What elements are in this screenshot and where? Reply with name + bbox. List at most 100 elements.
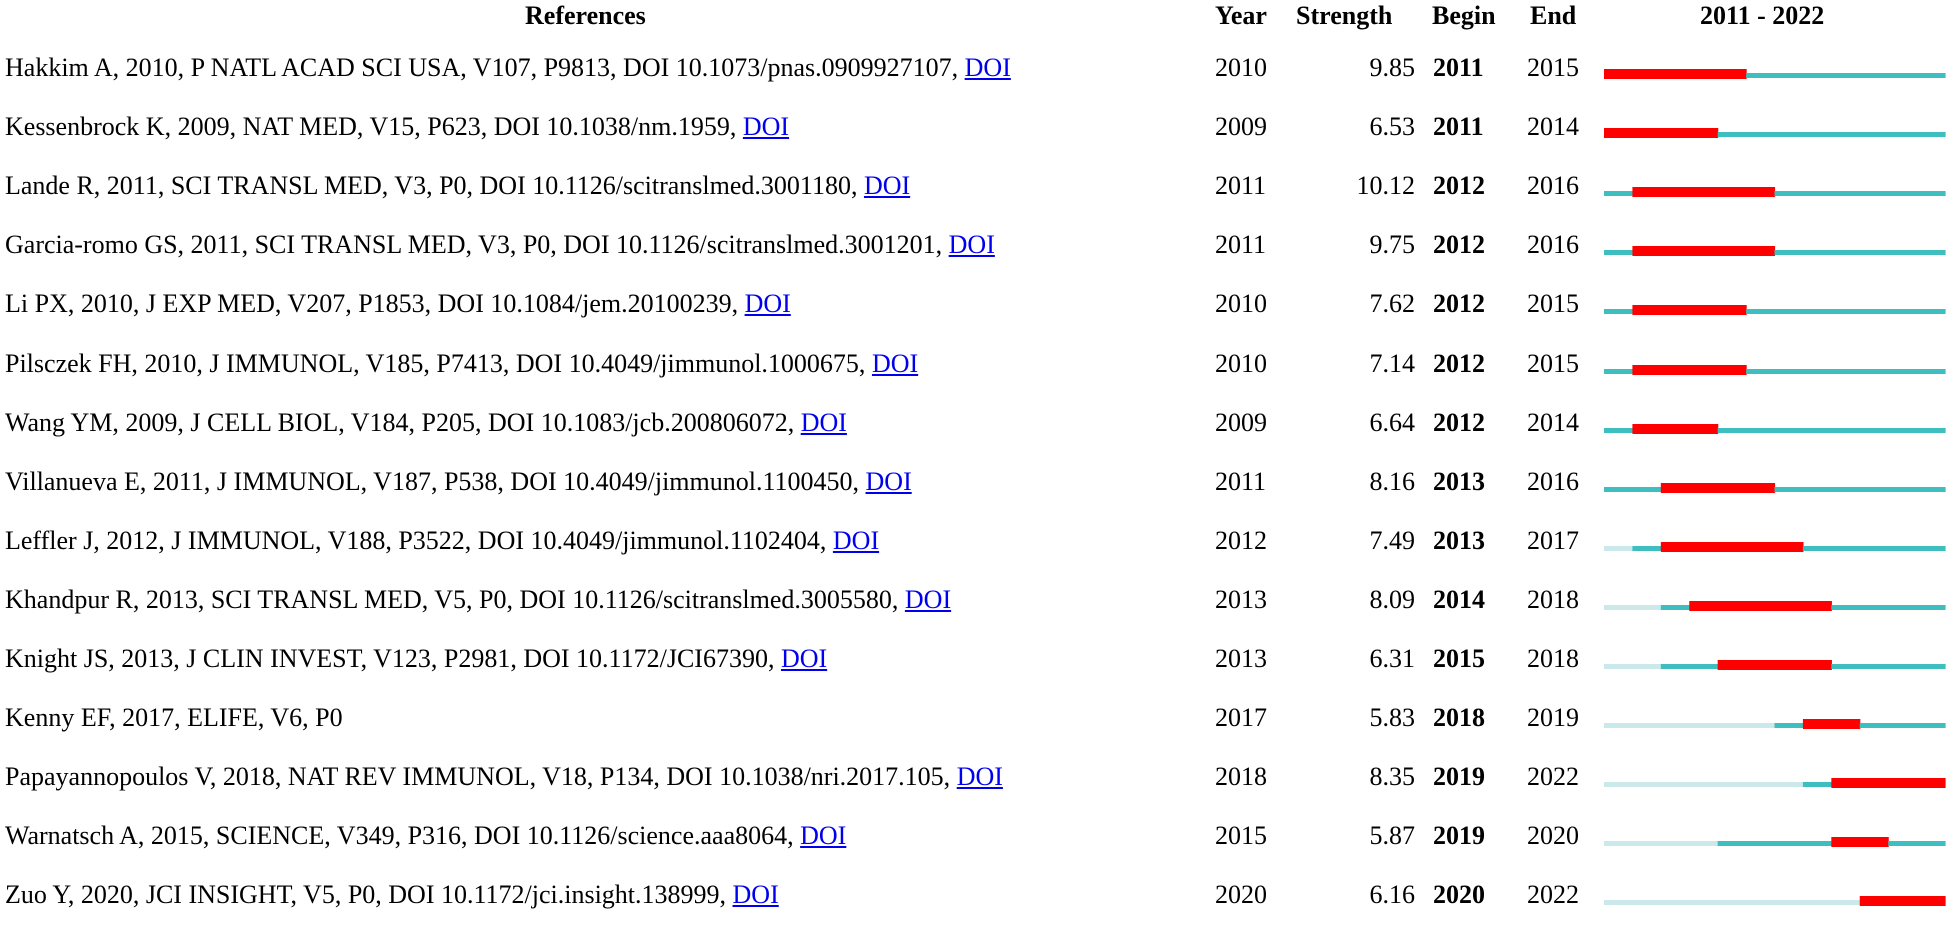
table-row: Li PX, 2010, J EXP MED, V207, P1853, DOI… — [0, 289, 1949, 348]
reference-cell: Pilsczek FH, 2010, J IMMUNOL, V185, P741… — [5, 349, 918, 379]
active-segment — [1802, 368, 1832, 374]
burst-timeline — [1604, 69, 1946, 79]
reference-cell: Leffler J, 2012, J IMMUNOL, V188, P3522,… — [5, 526, 879, 556]
doi-link[interactable]: DOI — [780, 644, 828, 673]
strength-cell: 7.49 — [1369, 525, 1416, 555]
inactive-segment — [1632, 604, 1662, 610]
doi-link[interactable]: DOI — [742, 112, 790, 142]
burst-timeline — [1604, 600, 1946, 611]
reference-text: Villanueva E, 2011, J IMMUNOL, V187, P53… — [5, 466, 860, 496]
active-segment — [1831, 250, 1861, 256]
year-cell: 2020 — [1215, 880, 1267, 910]
burst-segment — [1689, 541, 1719, 552]
burst-segment — [1774, 660, 1804, 670]
end-cell: 2014 — [1527, 407, 1579, 437]
active-segment — [1632, 545, 1662, 551]
active-segment — [1774, 841, 1804, 847]
active-segment — [1604, 486, 1634, 492]
reference-cell: Papayannopoulos V, 2018, NAT REV IMMUNOL… — [5, 762, 1003, 792]
active-segment — [1717, 132, 1747, 138]
active-segment — [1916, 132, 1946, 138]
inactive-segment — [1660, 782, 1690, 788]
active-segment — [1604, 368, 1634, 374]
doi-link[interactable]: DOI — [871, 348, 919, 378]
end-cell: 2018 — [1527, 644, 1579, 673]
inactive-segment — [1802, 900, 1832, 906]
active-segment — [1831, 545, 1861, 551]
reference-text: Knight JS, 2013, J CLIN INVEST, V123, P2… — [5, 644, 775, 673]
strength-cell: 6.16 — [1369, 880, 1416, 910]
begin-cell: 2018 — [1433, 703, 1485, 733]
doi-link[interactable]: DOI — [832, 525, 880, 555]
active-segment — [1774, 309, 1804, 315]
doi-link[interactable]: DOI — [956, 762, 1003, 792]
burst-segment — [1660, 246, 1690, 257]
burst-segment — [1717, 246, 1747, 257]
active-segment — [1604, 427, 1634, 433]
header-strength: Strength — [1296, 1, 1393, 30]
burst-segment — [1746, 187, 1776, 198]
inactive-segment — [1604, 900, 1634, 906]
year-cell: 2009 — [1215, 407, 1267, 437]
end-cell: 2016 — [1527, 230, 1579, 260]
burst-segment — [1632, 305, 1662, 316]
end-cell: 2022 — [1527, 762, 1579, 792]
doi-link[interactable]: DOI — [948, 230, 995, 260]
active-segment — [1859, 191, 1889, 197]
inactive-segment — [1689, 841, 1719, 847]
inactive-segment — [1604, 782, 1634, 788]
active-segment — [1859, 309, 1889, 315]
burst-segment — [1746, 600, 1776, 611]
doi-link[interactable]: DOI — [744, 289, 791, 319]
doi-link[interactable]: DOI — [732, 880, 779, 910]
doi-link[interactable]: DOI — [863, 171, 911, 201]
active-segment — [1802, 841, 1832, 847]
reference-text: Lande R, 2011, SCI TRANSL MED, V3, P0, D… — [5, 171, 858, 201]
header-begin: Begin — [1432, 1, 1496, 30]
strength-cell: 9.85 — [1369, 53, 1416, 82]
burst-timeline — [1604, 660, 1946, 670]
doi-link[interactable]: DOI — [800, 407, 847, 437]
active-segment — [1831, 368, 1861, 374]
active-segment — [1746, 73, 1776, 78]
table-row: Wang YM, 2009, J CELL BIOL, V184, P205, … — [0, 408, 1949, 467]
burst-segment — [1689, 128, 1719, 139]
reference-cell: Li PX, 2010, J EXP MED, V207, P1853, DOI… — [5, 289, 791, 319]
begin-cell: 2012 — [1433, 171, 1485, 201]
active-segment — [1632, 486, 1662, 492]
active-segment — [1888, 841, 1918, 847]
burst-segment — [1888, 778, 1918, 789]
active-segment — [1831, 604, 1861, 610]
burst-segment — [1802, 719, 1832, 730]
inactive-segment — [1604, 545, 1634, 551]
doi-link[interactable]: DOI — [964, 53, 1011, 82]
active-segment — [1746, 427, 1776, 433]
strength-cell: 7.14 — [1369, 348, 1416, 378]
burst-segment — [1604, 69, 1634, 79]
table-row: Papayannopoulos V, 2018, NAT REV IMMUNOL… — [0, 762, 1949, 821]
active-segment — [1888, 723, 1918, 729]
active-segment — [1859, 486, 1889, 492]
reference-cell: Kenny EF, 2017, ELIFE, V6, P0 — [5, 703, 343, 733]
active-segment — [1831, 427, 1861, 433]
strength-cell: 8.16 — [1369, 466, 1416, 496]
active-segment — [1916, 191, 1946, 197]
header-range: 2011 - 2022 — [1700, 1, 1825, 30]
doi-link[interactable]: DOI — [865, 466, 912, 496]
year-cell: 2015 — [1215, 821, 1267, 851]
table-row: Khandpur R, 2013, SCI TRANSL MED, V5, P0… — [0, 585, 1949, 644]
active-segment — [1831, 73, 1861, 78]
burst-segment — [1660, 364, 1690, 375]
doi-link[interactable]: DOI — [800, 821, 847, 851]
burst-segment — [1660, 482, 1690, 493]
table-row: Kenny EF, 2017, ELIFE, V6, P0 2017 5.83 201… — [0, 703, 1949, 762]
table-row: Villanueva E, 2011, J IMMUNOL, V187, P53… — [0, 467, 1949, 526]
reference-text: Hakkim A, 2010, P NATL ACAD SCI USA, V10… — [5, 53, 959, 82]
active-segment — [1802, 250, 1832, 256]
doi-link[interactable]: DOI — [904, 584, 952, 614]
active-segment — [1802, 782, 1832, 788]
active-segment — [1746, 841, 1776, 847]
inactive-segment — [1604, 664, 1634, 669]
active-segment — [1802, 427, 1832, 433]
begin-cell: 2019 — [1433, 821, 1485, 851]
